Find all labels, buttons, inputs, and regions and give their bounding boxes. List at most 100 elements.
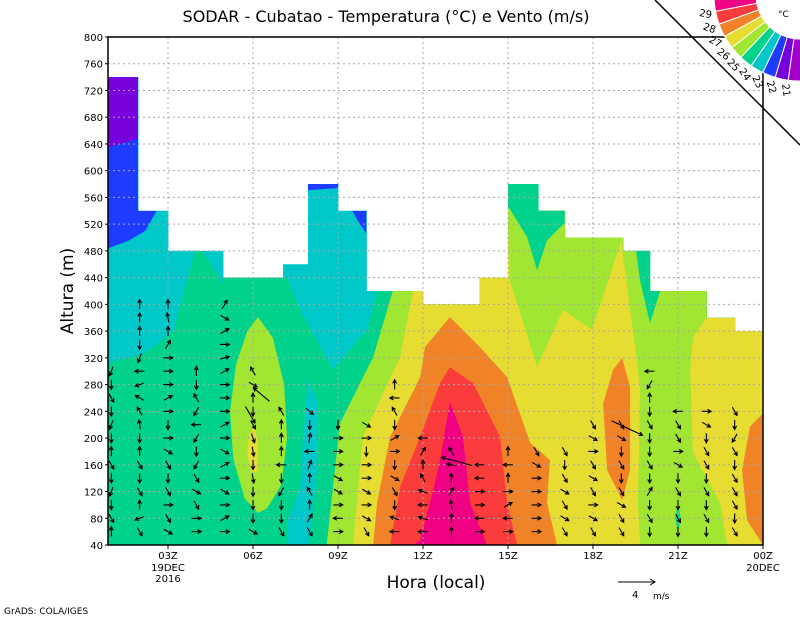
wind-arrow	[250, 513, 256, 525]
y-tick-label: 120	[84, 488, 103, 499]
x-tick-label: 09Z	[328, 551, 348, 562]
wind-arrow	[134, 382, 145, 388]
wind-arrow	[505, 472, 511, 483]
y-tick-label: 560	[84, 193, 103, 204]
wind-arrow	[163, 448, 174, 455]
wind-arrow	[137, 445, 143, 457]
colorbar-label: 29	[698, 8, 713, 21]
wind-arrow	[473, 475, 485, 481]
wind-arrow	[220, 488, 230, 495]
x-tick-date-label: 19DEC	[151, 563, 185, 574]
y-tick-label: 40	[90, 541, 103, 552]
wind-arrow	[590, 420, 596, 430]
y-tick-label: 400	[84, 300, 103, 311]
wind-arrow	[163, 394, 174, 401]
wind-arrow	[335, 419, 341, 431]
wind-arrow	[647, 433, 653, 444]
y-tick-label: 480	[84, 247, 103, 258]
wind-arrow	[647, 392, 653, 403]
wind-arrow	[731, 527, 738, 537]
wind-arrow	[108, 500, 114, 511]
wind-arrow	[675, 420, 681, 430]
wind-arrow	[701, 421, 712, 428]
wind-arrow	[561, 447, 568, 457]
wind-arrow	[219, 408, 231, 414]
wind-arrow	[560, 515, 570, 522]
wind-arrow	[108, 406, 114, 418]
y-tick-label: 200	[84, 434, 103, 445]
wind-arrow	[389, 515, 400, 521]
wind-arrow	[220, 314, 230, 321]
y-axis-label: Altura (m)	[58, 248, 78, 334]
y-tick-label: 360	[84, 327, 103, 338]
wind-arrow	[647, 526, 653, 538]
wind-arrow	[248, 381, 259, 388]
wind-arrow	[448, 472, 454, 483]
wind-arrow	[191, 529, 203, 535]
y-tick-label: 760	[84, 60, 103, 71]
wind-arrow	[165, 298, 171, 310]
contour-t-25-26-oval	[230, 317, 287, 513]
wind-arrow	[137, 498, 143, 510]
wind-arrow	[533, 447, 540, 457]
wind-arrow	[588, 475, 599, 482]
wind-arrow	[392, 419, 398, 431]
wind-arrow	[588, 502, 599, 508]
wind-arrow	[165, 487, 171, 497]
wind-arrow	[163, 408, 174, 414]
wind-arrow	[191, 515, 203, 521]
y-tick-label: 160	[84, 461, 103, 472]
wind-arrow	[250, 500, 256, 511]
contour-t-21-22	[107, 77, 138, 148]
colorbar-segment	[713, 0, 758, 12]
wind-arrow	[388, 529, 400, 535]
y-tick-label: 520	[84, 220, 103, 231]
wind-arrow	[618, 487, 625, 497]
wind-arrow	[391, 406, 398, 416]
wind-arrow	[250, 486, 256, 498]
wind-arrow	[361, 488, 372, 495]
wind-arrow	[448, 486, 455, 496]
wind-arrow	[278, 473, 284, 485]
y-axis: 40 80 120 160 200 240 280 320 360 400 440 480 520 560…	[84, 33, 108, 552]
wind-arrow	[108, 379, 114, 391]
wind-arrow	[703, 526, 709, 538]
wind-arrow	[675, 513, 681, 524]
wind-arrow	[165, 339, 171, 349]
wind-arrow	[193, 392, 200, 403]
y-tick-label: 640	[84, 140, 103, 151]
x-tick-label: 03Z	[158, 551, 178, 562]
wind-arrow	[448, 499, 454, 510]
wind-arrow	[108, 486, 114, 498]
wind-arrow	[250, 446, 256, 458]
wind-arrow	[219, 529, 231, 535]
colorbar-label: 28	[701, 22, 717, 37]
wind-arrow	[278, 513, 284, 525]
wind-arrow	[219, 382, 231, 387]
wind-arrow	[363, 446, 369, 458]
wind-arrow	[646, 486, 653, 496]
grid-lines	[108, 37, 763, 545]
wind-arrow	[505, 445, 511, 457]
wind-arrow	[190, 422, 202, 428]
wind-vectors	[108, 298, 738, 538]
wind-arrow	[219, 502, 231, 508]
wind-arrow	[590, 487, 596, 497]
wind-arrow	[673, 461, 684, 468]
wind-arrow	[307, 498, 313, 510]
wind-arrow	[675, 487, 681, 497]
wind-arrow	[219, 355, 231, 360]
wind-arrow	[108, 473, 114, 485]
wind-arrow	[531, 461, 542, 468]
contour-t-above-29	[413, 401, 488, 545]
wind-arrow	[307, 459, 313, 470]
wind-arrow	[420, 458, 426, 470]
wind-arrow	[250, 420, 256, 430]
wind-arrow	[732, 419, 738, 431]
wind-arrow	[616, 435, 627, 442]
wind-arrow	[165, 513, 171, 524]
wind-arrow	[250, 406, 256, 418]
wind-arrow	[618, 460, 625, 470]
wind-arrow	[165, 460, 171, 470]
